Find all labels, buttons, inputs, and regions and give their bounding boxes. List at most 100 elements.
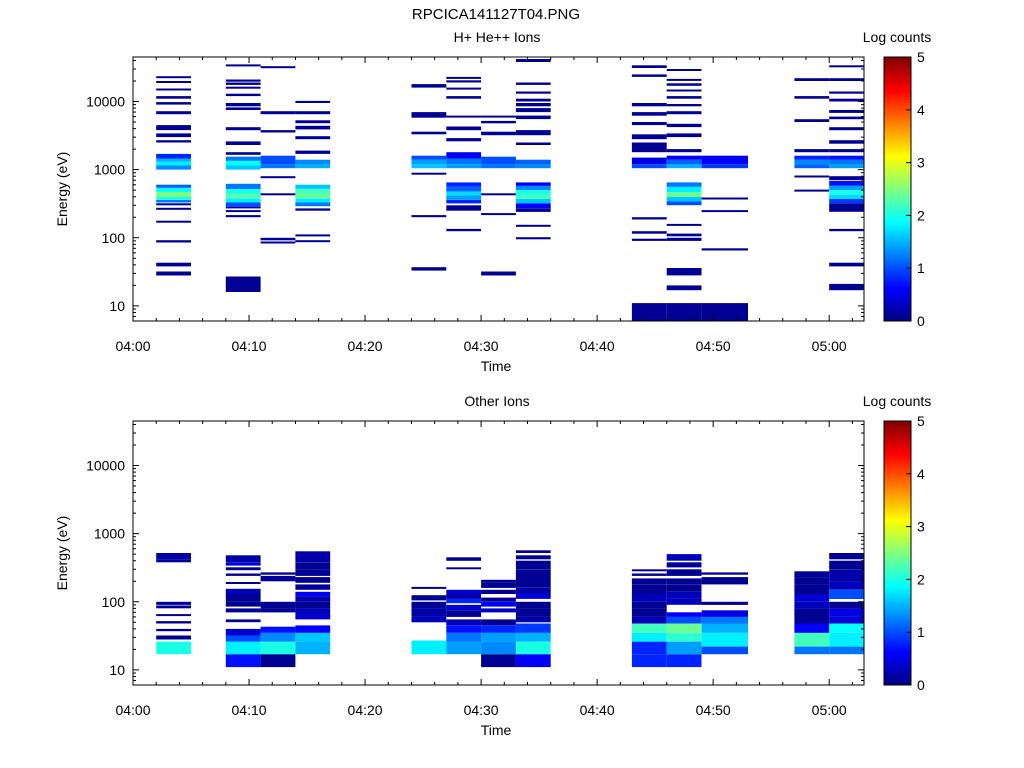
heatmap-cell <box>794 614 830 624</box>
heatmap-cell <box>411 84 447 88</box>
colorbar-segment <box>884 640 911 644</box>
colorbar-segment <box>884 661 911 665</box>
colorbar-segment <box>884 463 911 467</box>
y-axis-label: Energy (eV) <box>54 152 70 227</box>
heatmap-cell <box>446 619 482 626</box>
heatmap-cell <box>515 237 551 240</box>
heatmap-cell <box>701 646 748 655</box>
heatmap-cell <box>225 189 261 194</box>
heatmap-cell <box>225 127 261 131</box>
heatmap-cell <box>666 233 702 237</box>
heatmap-cell <box>631 103 667 107</box>
colorbar-segment <box>884 117 911 121</box>
x-tick-label: 04:30 <box>464 338 499 354</box>
heatmap-cell <box>666 186 702 192</box>
heatmap-cell <box>515 578 551 588</box>
heatmap-cell <box>829 623 864 633</box>
colorbar-segment <box>884 128 911 132</box>
colorbar-tick-label: 3 <box>917 519 925 535</box>
heatmap-cell <box>666 96 702 99</box>
heatmap-cell <box>829 228 864 232</box>
heatmap-cell <box>631 632 667 642</box>
colorbar-segment <box>884 545 911 549</box>
colorbar-segment <box>884 450 911 454</box>
heatmap-cell <box>701 210 748 213</box>
heatmap-cell <box>295 202 331 207</box>
heatmap-cell <box>701 632 748 647</box>
colorbar-segment <box>884 210 911 214</box>
heatmap-cell <box>260 241 296 244</box>
heatmap-cell <box>225 635 261 642</box>
colorbar-segment <box>884 80 911 84</box>
heatmap-cell <box>225 156 261 161</box>
colorbar-segment <box>884 452 911 456</box>
colorbar: 0 1 2 3 4 5 <box>883 413 925 693</box>
colorbar-segment <box>884 537 911 541</box>
heatmap-cell <box>631 601 667 609</box>
colorbar-segment <box>884 439 911 443</box>
heatmap-cell <box>481 625 516 633</box>
colorbar-segment <box>884 136 911 140</box>
heatmap-cell <box>515 82 551 85</box>
y-tick-label: 10 <box>109 298 125 314</box>
colorbar-segment <box>884 457 911 461</box>
colorbar-segment <box>884 563 911 567</box>
heatmap-cell <box>701 303 748 321</box>
heatmap-cell <box>794 155 830 160</box>
heatmap-cell <box>829 632 864 647</box>
heatmap-cell <box>411 112 447 118</box>
colorbar-segment <box>884 297 911 301</box>
heatmap-cell <box>260 130 296 133</box>
colorbar-segment <box>884 138 911 142</box>
colorbar-segment <box>884 112 911 116</box>
heatmap-cell <box>666 89 702 92</box>
heatmap-cell <box>260 608 296 613</box>
heatmap-cell <box>411 215 447 218</box>
heatmap-cell <box>701 248 748 251</box>
colorbar-segment <box>884 212 911 216</box>
panel-title: Other Ions <box>464 393 529 409</box>
heatmap-cell <box>515 654 551 668</box>
heatmap-cell <box>295 234 331 237</box>
heatmap-cell <box>481 597 516 602</box>
colorbar-segment <box>884 447 911 451</box>
colorbar-segment <box>884 592 911 596</box>
colorbar-segment <box>884 162 911 166</box>
heatmap-cell <box>794 78 830 81</box>
colorbar-segment <box>884 666 911 670</box>
heatmap-cell <box>829 608 864 617</box>
colorbar-segment <box>884 93 911 97</box>
colorbar-segment <box>884 497 911 501</box>
colorbar-segment <box>884 247 911 251</box>
heatmap-cell <box>829 199 864 204</box>
heatmap-cell <box>156 262 191 267</box>
colorbar-segment <box>884 159 911 163</box>
heatmap-cell <box>631 594 667 602</box>
colorbar-segment <box>884 268 911 272</box>
heatmap-cells <box>156 550 864 668</box>
heatmap-cell <box>481 654 516 668</box>
colorbar-segment <box>884 428 911 432</box>
y-tick-label: 1000 <box>94 162 125 178</box>
heatmap-cell <box>260 237 296 241</box>
colorbar-segment <box>884 115 911 119</box>
heatmap-cell <box>295 193 331 199</box>
heatmap-cell <box>666 182 702 187</box>
heatmap-cell <box>411 640 447 655</box>
heatmap-cell <box>446 589 482 594</box>
colorbar-segment <box>884 550 911 554</box>
heatmap-cell <box>631 134 667 140</box>
heatmap-cell <box>260 66 296 69</box>
heatmap-cell <box>411 155 447 160</box>
heatmap-cell <box>225 79 261 82</box>
heatmap-cell <box>666 192 702 197</box>
colorbar-segment <box>884 313 911 317</box>
colorbar-segment <box>884 278 911 282</box>
heatmap-cell <box>156 158 191 162</box>
panel-title: H+ He++ Ions <box>454 29 541 45</box>
heatmap-cell <box>829 127 864 131</box>
heatmap-cell <box>225 165 261 170</box>
colorbar-segment <box>884 484 911 488</box>
x-tick-label: 04:50 <box>696 338 731 354</box>
